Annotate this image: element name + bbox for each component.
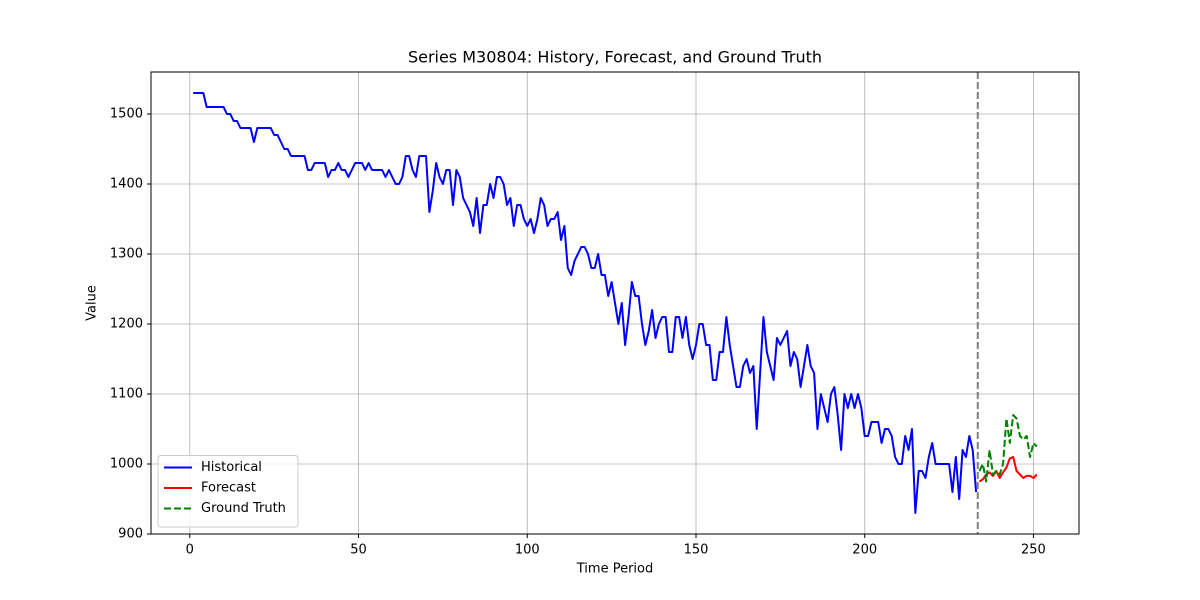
legend-label: Forecast <box>201 481 256 496</box>
y-tick-label: 1300 <box>110 247 143 262</box>
legend-box <box>157 455 299 528</box>
legend-label: Historical <box>201 460 262 475</box>
x-tick-label: 250 <box>1021 543 1046 558</box>
x-tick-label: 200 <box>852 543 877 558</box>
x-tick-label: 0 <box>186 543 194 558</box>
y-tick-label: 1000 <box>110 457 143 472</box>
series-line <box>978 414 1038 483</box>
y-tick-label: 900 <box>118 527 143 542</box>
series-line <box>978 456 1038 483</box>
series-line <box>193 92 978 514</box>
y-tick-label: 1200 <box>110 317 143 332</box>
legend-label: Ground Truth <box>201 501 286 516</box>
x-tick-label: 100 <box>515 543 540 558</box>
y-tick-label: 1400 <box>110 177 143 192</box>
y-tick-label: 1500 <box>110 107 143 122</box>
x-tick-label: 50 <box>350 543 367 558</box>
plot-frame <box>150 71 1080 535</box>
chart-title: Series M30804: History, Forecast, and Gr… <box>408 48 822 67</box>
y-tick-label: 1100 <box>110 387 143 402</box>
x-tick-label: 150 <box>684 543 709 558</box>
x-axis-label: Time Period <box>576 562 653 577</box>
y-axis-label: Value <box>85 285 100 321</box>
